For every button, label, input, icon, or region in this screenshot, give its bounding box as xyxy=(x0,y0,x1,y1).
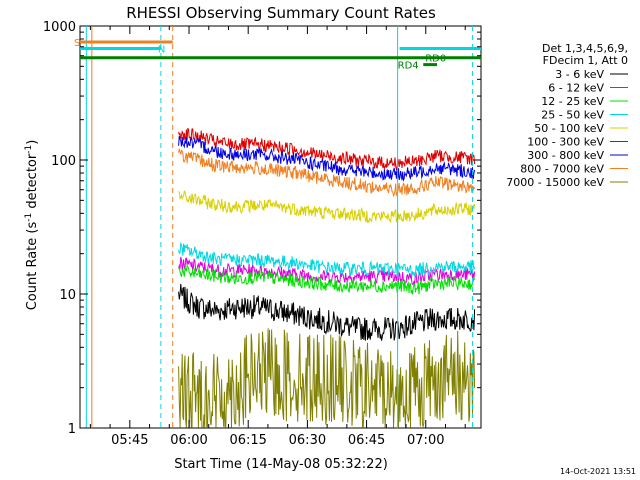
legend-header: Det 1,3,4,5,6,9, xyxy=(542,42,628,55)
legend-header: FDecim 1, Att 0 xyxy=(543,54,628,67)
plot-frame xyxy=(79,25,482,429)
legend-entry-label: 800 - 7000 keV xyxy=(520,163,604,176)
chart-title: RHESSI Observing Summary Count Rates xyxy=(126,4,436,22)
legend-entry-label: 25 - 50 keV xyxy=(541,109,604,122)
plot-border xyxy=(79,25,482,429)
legend-entry-label: 100 - 300 keV xyxy=(527,136,604,149)
footer-timestamp: 14-Oct-2021 13:51 xyxy=(560,467,636,476)
x-tick-label: 06:45 xyxy=(348,433,385,448)
overlay-layer: S N RD0 RD4 xyxy=(74,26,481,428)
y-tick-label: 10 xyxy=(59,288,76,303)
x-tick-label: 06:15 xyxy=(229,433,266,448)
series-layer xyxy=(178,127,476,429)
series-line xyxy=(178,190,476,224)
ticks-layer: 05:45 06:00 06:15 06:30 06:45 07:00 1 10 100 1000 xyxy=(43,20,481,448)
flag-label: S xyxy=(74,38,80,49)
y-tick-label: 100 xyxy=(51,154,76,169)
y-tick-label: 1 xyxy=(68,422,76,437)
legend-entry-label: 6 - 12 keV xyxy=(548,82,604,95)
x-tick-label: 05:45 xyxy=(111,433,148,448)
series-line xyxy=(178,135,476,182)
x-tick-label: 06:00 xyxy=(170,433,207,448)
legend-entry-label: 3 - 6 keV xyxy=(555,68,604,81)
series-line xyxy=(178,263,476,295)
series-line xyxy=(178,283,476,341)
legend-entry-label: 300 - 800 keV xyxy=(527,149,604,162)
x-tick-label: 06:30 xyxy=(289,433,326,448)
flag-label: RD4 xyxy=(398,61,419,72)
series-line xyxy=(178,127,476,171)
series-line xyxy=(178,328,476,429)
y-axis-label: Count Rate (s-1 detector-1) xyxy=(24,140,40,311)
legend: Det 1,3,4,5,6,9,FDecim 1, Att 03 - 6 keV… xyxy=(506,42,628,189)
x-axis-label: Start Time (14-May-08 05:32:22) xyxy=(174,457,388,472)
flag-label: RD0 xyxy=(425,54,446,65)
legend-entry-label: 12 - 25 keV xyxy=(541,95,604,108)
flag-label: N xyxy=(158,44,165,55)
series-line xyxy=(178,148,476,198)
y-tick-label: 1000 xyxy=(43,20,76,35)
series-line xyxy=(178,241,476,277)
x-tick-label: 07:00 xyxy=(407,433,444,448)
legend-entry-label: 7000 - 15000 keV xyxy=(506,176,604,189)
legend-entry-label: 50 - 100 keV xyxy=(534,122,604,135)
